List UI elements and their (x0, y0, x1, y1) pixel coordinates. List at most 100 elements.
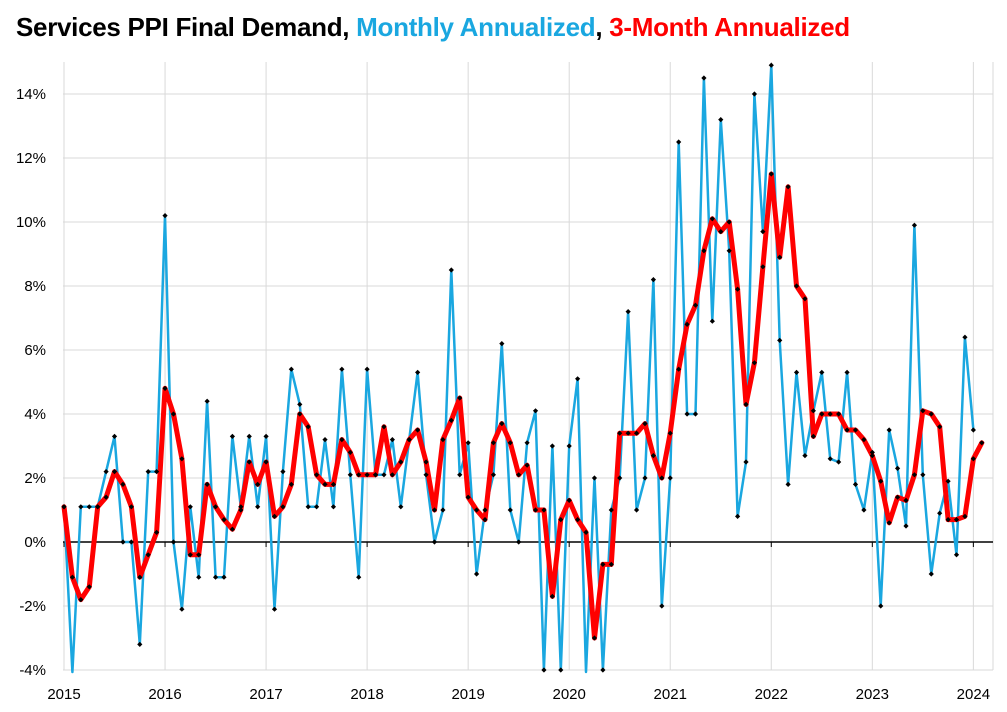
data-point (314, 504, 320, 510)
data-point (676, 139, 682, 145)
data-point (204, 398, 210, 404)
data-point (473, 507, 480, 513)
data-point (852, 481, 859, 487)
data-point (617, 430, 623, 436)
data-point (802, 296, 808, 302)
data-point (937, 424, 943, 430)
title-main: Services PPI Final Demand, (16, 12, 357, 42)
data-point (836, 411, 842, 417)
data-point (364, 366, 370, 372)
data-point (970, 456, 976, 462)
data-point (726, 219, 732, 225)
data-point (229, 526, 235, 532)
data-point (894, 494, 901, 500)
data-point (642, 475, 648, 481)
data-point (869, 449, 875, 455)
data-point (356, 472, 362, 478)
data-point (827, 411, 833, 417)
data-point (288, 481, 294, 487)
data-point (869, 453, 875, 459)
data-point (280, 504, 286, 510)
data-point (667, 475, 673, 481)
data-point (684, 411, 690, 417)
data-point (297, 401, 303, 407)
data-point (179, 606, 185, 612)
data-point (768, 62, 774, 68)
data-point (718, 117, 724, 123)
data-point (120, 539, 126, 545)
data-point (945, 517, 951, 523)
data-point (263, 433, 269, 439)
data-point (389, 437, 395, 443)
data-point (145, 552, 151, 558)
data-point (861, 437, 867, 443)
data-point (827, 456, 833, 462)
data-point (196, 574, 202, 580)
data-point (297, 411, 303, 417)
data-point (137, 574, 143, 580)
data-point (945, 478, 951, 484)
data-point (861, 507, 867, 513)
data-point (743, 401, 749, 407)
data-point (398, 504, 404, 510)
data-point (878, 603, 884, 609)
data-point (271, 513, 278, 519)
data-point (591, 475, 598, 481)
data-point (465, 494, 471, 500)
data-point (238, 507, 244, 513)
title-3m: 3-Month Annualized (609, 12, 850, 42)
data-point (819, 411, 825, 417)
data-point (793, 283, 800, 289)
data-point (692, 411, 699, 417)
data-point (162, 213, 168, 219)
data-point (271, 606, 278, 612)
data-point (751, 91, 758, 97)
data-point (558, 517, 564, 523)
data-point (322, 437, 328, 443)
data-point (903, 523, 909, 529)
data-point (212, 504, 219, 510)
data-point (103, 469, 109, 475)
data-point (608, 561, 614, 567)
data-point (903, 497, 909, 503)
data-point (566, 497, 572, 503)
y-tick-label: 6% (24, 342, 46, 359)
data-point (465, 440, 471, 446)
data-point (263, 459, 269, 465)
data-point (86, 584, 92, 590)
data-point (558, 667, 564, 673)
data-point (810, 433, 816, 439)
data-point (457, 395, 463, 401)
data-point (962, 334, 968, 340)
data-point (920, 472, 926, 478)
data-point (440, 507, 446, 513)
data-point (760, 264, 766, 270)
data-point (415, 369, 421, 375)
data-point (768, 171, 774, 177)
x-tick-label: 2020 (553, 686, 586, 703)
y-tick-label: 2% (24, 470, 46, 487)
data-point (591, 635, 598, 641)
data-point (448, 267, 454, 273)
title-monthly: Monthly Annualized (356, 12, 596, 42)
data-point (389, 472, 395, 478)
data-point (398, 459, 404, 465)
data-point (499, 421, 505, 427)
data-point (221, 574, 227, 580)
x-tick-label: 2016 (148, 686, 181, 703)
data-point (743, 459, 749, 465)
data-point (650, 453, 656, 459)
y-tick-label: 12% (16, 150, 46, 167)
data-point (709, 318, 715, 324)
data-point (541, 667, 547, 673)
data-point (633, 507, 640, 513)
data-point (549, 593, 555, 599)
x-tick-label: 2022 (755, 686, 788, 703)
data-point (583, 529, 589, 535)
data-point (423, 459, 429, 465)
data-point (979, 440, 985, 446)
x-tick-label: 2019 (451, 686, 484, 703)
data-point (187, 504, 193, 510)
data-point (499, 341, 505, 347)
data-point (516, 539, 522, 545)
